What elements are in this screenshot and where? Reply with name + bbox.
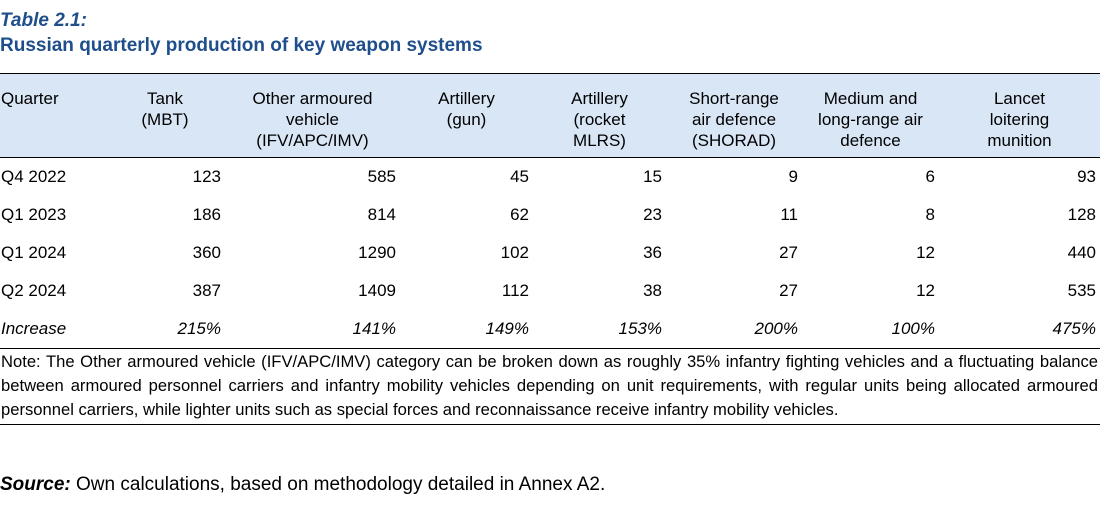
cell-value: 387 (192, 281, 221, 300)
header-artillery-rocket: Artillery (rocket MLRS) (533, 73, 666, 158)
header-tank: Tank (MBT) (105, 73, 225, 158)
cell-increase: 153% (618, 319, 662, 338)
header-artillery-gun: Artillery (gun) (400, 73, 533, 158)
cell-value: 814 (367, 205, 396, 224)
cell-value: 23 (643, 205, 662, 224)
source-line: Source: Own calculations, based on metho… (0, 474, 605, 496)
cell-quarter: Q1 2024 (1, 243, 67, 262)
cell-value: 535 (1067, 281, 1096, 300)
cell-value: 440 (1067, 243, 1096, 262)
cell-value: 93 (1077, 167, 1096, 186)
cell-increase: 100% (891, 319, 935, 338)
table-number: Table 2.1: (0, 10, 87, 31)
cell-increase: 141% (352, 319, 396, 338)
header-lancet: Lancet loitering munition (939, 73, 1100, 158)
cell-value: 36 (643, 243, 662, 262)
cell-increase: 149% (485, 319, 529, 338)
cell-increase-label: Increase (1, 319, 67, 338)
cell-value: 360 (192, 243, 221, 262)
table-caption: Table 2.1: Russian quarterly production … (0, 8, 483, 58)
cell-value: 15 (643, 167, 662, 186)
table-row: Q4 2022 123 585 45 15 9 6 93 (0, 158, 1100, 197)
cell-value: 45 (510, 167, 529, 186)
production-table: Quarter Tank (MBT) Other armoured vehicl… (0, 73, 1100, 425)
cell-value: 102 (500, 243, 529, 262)
header-medium-long-air-defence: Medium and long-range air defence (802, 73, 939, 158)
table-title: Russian quarterly production of key weap… (0, 35, 483, 56)
cell-value: 9 (788, 167, 798, 186)
cell-value: 1409 (358, 281, 396, 300)
cell-value: 27 (779, 281, 798, 300)
table-row: Q1 2024 360 1290 102 36 27 12 440 (0, 234, 1100, 272)
cell-value: 6 (925, 167, 935, 186)
cell-value: 128 (1067, 205, 1096, 224)
cell-increase: 215% (177, 319, 221, 338)
cell-value: 11 (780, 205, 798, 224)
cell-value: 62 (510, 205, 529, 224)
source-label: Source: (0, 474, 71, 495)
header-row: Quarter Tank (MBT) Other armoured vehicl… (0, 73, 1100, 158)
cell-value: 38 (643, 281, 662, 300)
source-text: Own calculations, based on methodology d… (70, 474, 606, 495)
cell-value: 8 (925, 205, 935, 224)
cell-value: 27 (779, 243, 798, 262)
cell-value: 12 (916, 243, 935, 262)
table-note: Note: The Other armoured vehicle (IFV/AP… (0, 348, 1100, 425)
header-quarter: Quarter (0, 73, 105, 158)
cell-value: 585 (367, 167, 396, 186)
table-row: Q2 2024 387 1409 112 38 27 12 535 (0, 272, 1100, 310)
header-other-armoured: Other armoured vehicle (IFV/APC/IMV) (225, 73, 400, 158)
table-row: Q1 2023 186 814 62 23 11 8 128 (0, 196, 1100, 234)
note-row: Note: The Other armoured vehicle (IFV/AP… (0, 348, 1100, 425)
cell-value: 112 (501, 281, 529, 300)
cell-quarter: Q2 2024 (1, 281, 67, 300)
cell-quarter: Q4 2022 (1, 167, 67, 186)
cell-quarter: Q1 2023 (1, 205, 67, 224)
cell-increase: 475% (1052, 319, 1096, 338)
cell-value: 1290 (358, 243, 396, 262)
header-shorad: Short-range air defence (SHORAD) (666, 73, 802, 158)
cell-value: 186 (192, 205, 221, 224)
cell-value: 12 (916, 281, 935, 300)
cell-value: 123 (192, 167, 221, 186)
increase-row: Increase 215% 141% 149% 153% 200% 100% 4… (0, 310, 1100, 349)
cell-increase: 200% (754, 319, 798, 338)
